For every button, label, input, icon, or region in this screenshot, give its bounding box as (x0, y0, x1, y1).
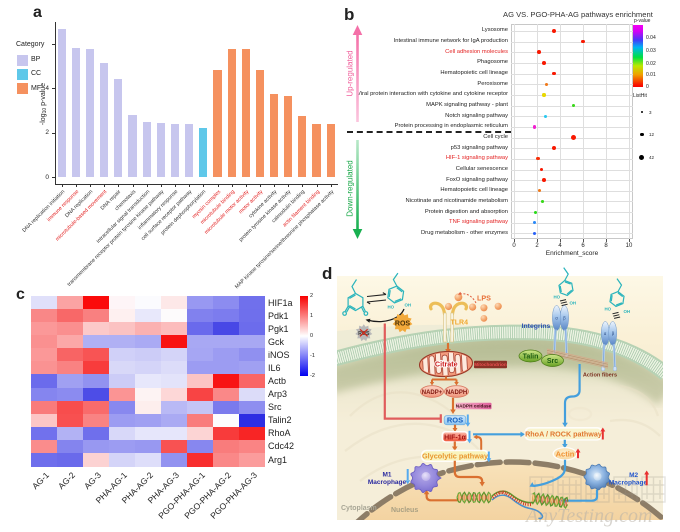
svg-text:ROS: ROS (447, 416, 463, 425)
svg-text:HO: HO (388, 305, 395, 310)
svg-text:HO: HO (605, 307, 612, 312)
svg-text:Integrins: Integrins (522, 323, 551, 330)
svg-text:Macrophage: Macrophage (609, 480, 648, 487)
svg-text:Nucleus: Nucleus (391, 507, 418, 514)
svg-text:Citrate: Citrate (435, 360, 458, 369)
svg-text:OH: OH (405, 303, 412, 308)
svg-text:OH: OH (624, 309, 631, 314)
svg-text:ROS: ROS (395, 320, 411, 327)
svg-text:α: α (555, 316, 558, 321)
svg-text:RhoA / ROCK pathway: RhoA / ROCK pathway (525, 430, 602, 439)
svg-text:TLR4: TLR4 (451, 320, 469, 327)
svg-text:Citrate: Citrate (435, 360, 458, 369)
svg-text:Cytoplasm: Cytoplasm (341, 505, 377, 512)
svg-text:β: β (612, 331, 615, 336)
svg-text:Macrophage: Macrophage (368, 479, 407, 486)
svg-text:Glycolytic pathway: Glycolytic pathway (422, 451, 489, 460)
svg-text:NADP+: NADP+ (422, 390, 443, 396)
svg-text:Src: Src (547, 358, 558, 365)
svg-text:Mitochondrion: Mitochondrion (474, 362, 507, 367)
svg-text:HO: HO (554, 295, 561, 300)
svg-text:α: α (604, 331, 607, 336)
svg-text:NADPH: NADPH (446, 390, 467, 396)
svg-text:HIF-1α: HIF-1α (444, 434, 467, 441)
svg-text:M2: M2 (629, 472, 638, 479)
svg-text:AnyTesting.com: AnyTesting.com (524, 505, 652, 527)
svg-text:LPS: LPS (477, 294, 491, 303)
svg-text:NADPH oxidase: NADPH oxidase (456, 404, 492, 409)
svg-text:Actin: Actin (556, 450, 575, 459)
svg-text:OH: OH (570, 301, 577, 306)
svg-text:Action fibers: Action fibers (583, 373, 617, 379)
svg-text:β: β (563, 316, 566, 321)
svg-text:Talin: Talin (523, 353, 539, 360)
svg-text:M1: M1 (382, 472, 391, 479)
